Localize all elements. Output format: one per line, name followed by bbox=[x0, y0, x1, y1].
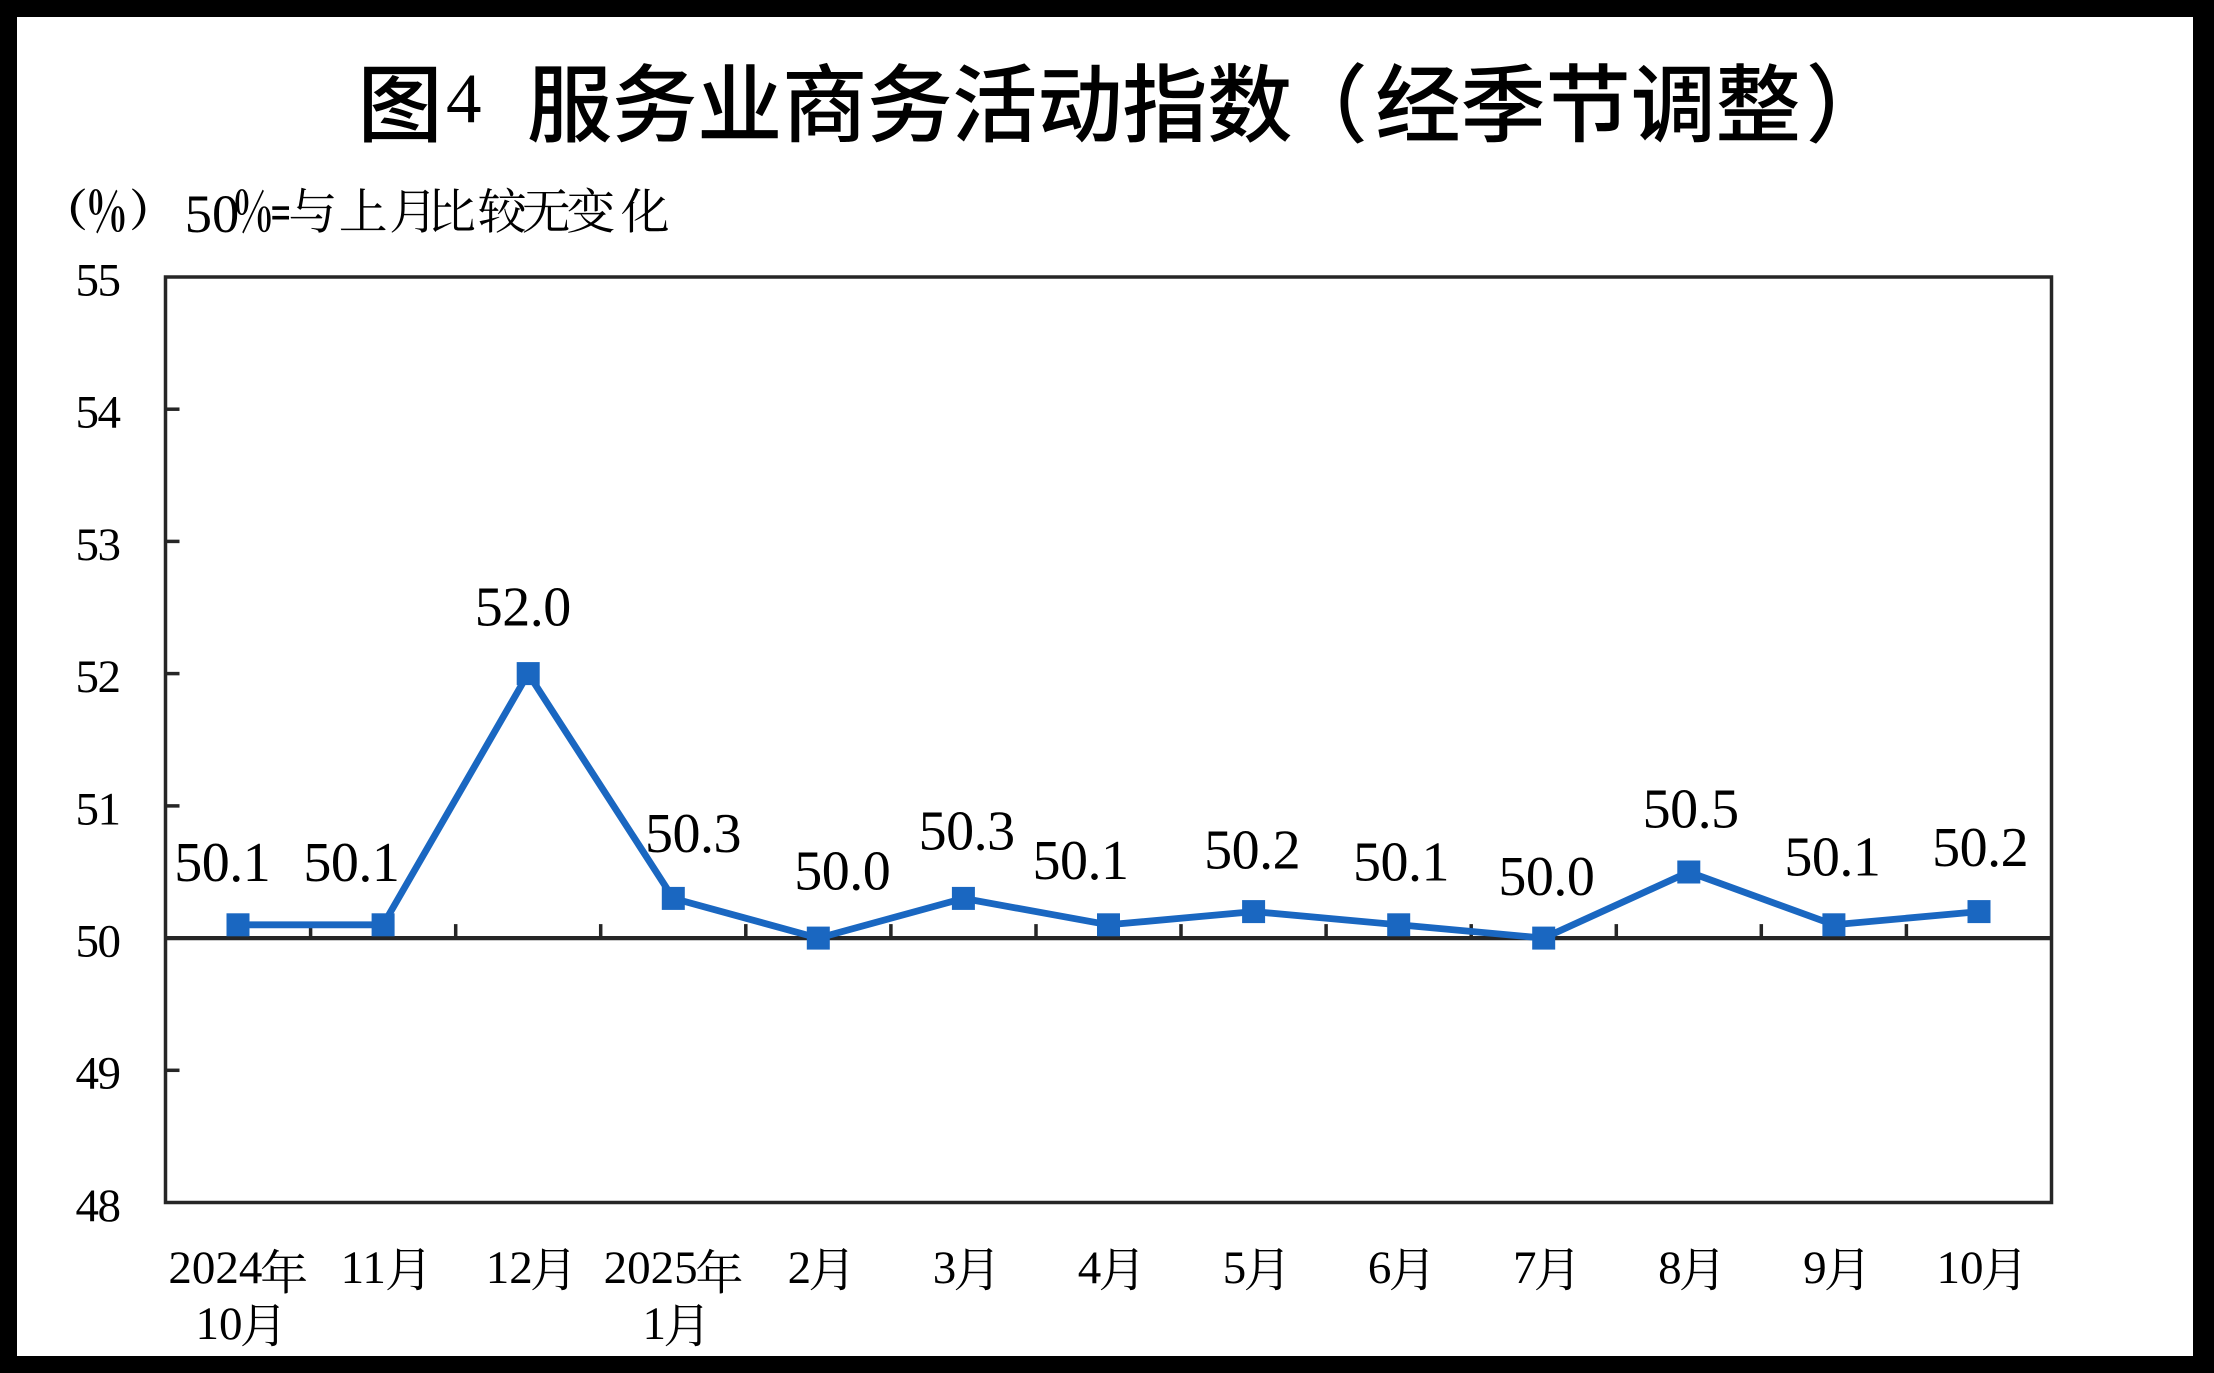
svg-text:51: 51 bbox=[76, 783, 120, 835]
svg-text:8: 8 bbox=[1658, 1242, 1682, 1294]
svg-text:49: 49 bbox=[76, 1048, 120, 1100]
svg-text:50.1: 50.1 bbox=[1784, 827, 1880, 889]
svg-text:50.1: 50.1 bbox=[1353, 832, 1449, 894]
svg-text:11: 11 bbox=[341, 1242, 386, 1294]
svg-text:54: 54 bbox=[76, 387, 121, 439]
svg-text:50.0: 50.0 bbox=[794, 841, 890, 903]
svg-text:50.0: 50.0 bbox=[1498, 846, 1594, 908]
svg-text:3: 3 bbox=[933, 1242, 957, 1294]
svg-text:50: 50 bbox=[185, 183, 240, 244]
svg-text:48: 48 bbox=[76, 1180, 120, 1232]
svg-text:6: 6 bbox=[1368, 1242, 1392, 1294]
svg-text:5: 5 bbox=[1223, 1242, 1247, 1294]
svg-text:12: 12 bbox=[486, 1242, 533, 1294]
svg-text:10: 10 bbox=[1937, 1242, 1984, 1294]
svg-text:9: 9 bbox=[1803, 1242, 1827, 1294]
svg-text:52: 52 bbox=[76, 651, 120, 703]
svg-text:50.1: 50.1 bbox=[303, 832, 399, 894]
svg-text:2025: 2025 bbox=[604, 1242, 698, 1294]
svg-text:7: 7 bbox=[1513, 1242, 1537, 1294]
svg-text:53: 53 bbox=[76, 519, 120, 571]
svg-text:2: 2 bbox=[788, 1242, 812, 1294]
svg-text:10: 10 bbox=[196, 1298, 243, 1350]
svg-text:4: 4 bbox=[1078, 1242, 1102, 1294]
svg-text:1: 1 bbox=[643, 1298, 667, 1350]
svg-text:50.2: 50.2 bbox=[1932, 817, 2028, 879]
svg-text:50.3: 50.3 bbox=[919, 801, 1015, 863]
svg-text:55: 55 bbox=[76, 254, 120, 306]
svg-text:50.1: 50.1 bbox=[174, 832, 270, 894]
svg-text:4: 4 bbox=[446, 60, 482, 138]
svg-text:50.3: 50.3 bbox=[645, 803, 741, 865]
svg-text:50: 50 bbox=[76, 916, 120, 968]
svg-text:50.2: 50.2 bbox=[1204, 820, 1300, 882]
svg-text:2024: 2024 bbox=[168, 1242, 262, 1294]
svg-text:50.1: 50.1 bbox=[1033, 830, 1129, 892]
svg-text:50.5: 50.5 bbox=[1643, 779, 1739, 841]
svg-text:52.0: 52.0 bbox=[475, 577, 571, 639]
